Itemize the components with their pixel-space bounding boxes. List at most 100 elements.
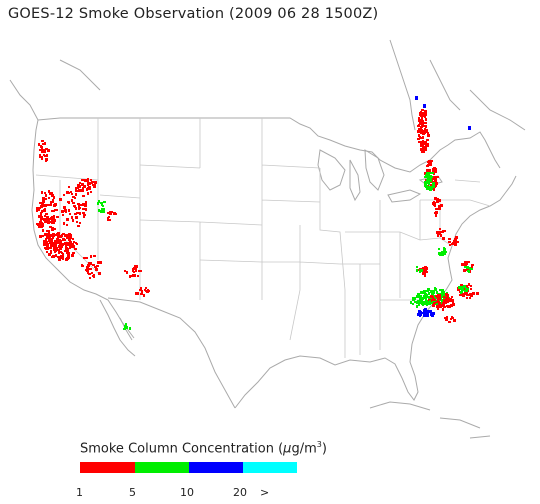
smoke-pixel xyxy=(85,257,88,259)
smoke-pixel xyxy=(140,293,143,295)
smoke-pixel xyxy=(44,205,47,207)
smoke-pixel xyxy=(50,204,52,206)
smoke-pixel xyxy=(88,186,91,188)
smoke-pixel xyxy=(135,265,138,268)
smoke-pixel xyxy=(83,185,86,188)
smoke-pixel xyxy=(446,305,449,307)
smoke-pixel xyxy=(55,245,57,248)
smoke-pixel xyxy=(418,125,420,127)
smoke-pixel xyxy=(420,301,422,303)
smoke-pixel xyxy=(52,199,54,202)
smoke-pixel xyxy=(421,144,424,147)
smoke-pixel xyxy=(417,269,420,271)
smoke-pixel xyxy=(455,236,458,239)
smoke-pixel xyxy=(56,233,58,236)
smoke-pixel xyxy=(40,212,42,215)
smoke-pixel xyxy=(94,181,97,184)
smoke-pixel xyxy=(62,233,65,235)
smoke-pixel xyxy=(90,255,92,258)
smoke-pixel xyxy=(36,207,39,210)
smoke-pixel xyxy=(424,274,426,277)
smoke-pixel xyxy=(108,219,111,221)
smoke-pixel xyxy=(466,297,468,299)
smoke-pixel xyxy=(424,293,427,295)
smoke-pixel xyxy=(418,119,420,122)
smoke-pixel xyxy=(46,242,48,245)
smoke-pixel xyxy=(53,247,55,249)
smoke-pixel xyxy=(43,218,46,221)
smoke-pixel xyxy=(82,195,85,197)
smoke-pixel xyxy=(421,122,424,125)
smoke-pixel xyxy=(51,227,54,229)
smoke-pixel xyxy=(424,314,426,316)
smoke-pixel xyxy=(450,304,453,307)
smoke-pixel xyxy=(81,189,84,192)
smoke-pixel xyxy=(418,303,420,306)
smoke-pixel xyxy=(71,199,73,202)
smoke-pixel xyxy=(419,295,422,298)
smoke-pixel xyxy=(46,251,48,253)
legend-tick: > xyxy=(260,486,270,499)
smoke-pixel xyxy=(422,150,424,152)
smoke-pixel xyxy=(445,319,447,321)
smoke-pixel xyxy=(135,270,137,272)
smoke-pixel xyxy=(438,205,440,208)
smoke-pixel xyxy=(426,310,429,313)
smoke-pixel xyxy=(73,205,75,207)
smoke-pixel xyxy=(435,181,437,184)
smoke-pixel xyxy=(42,229,44,232)
smoke-pixel xyxy=(147,290,150,292)
smoke-pixel xyxy=(41,149,44,152)
smoke-pixel xyxy=(420,111,422,114)
smoke-pixel xyxy=(40,146,43,148)
smoke-pixel xyxy=(56,247,58,250)
smoke-pixel xyxy=(93,186,96,188)
smoke-pixel xyxy=(133,267,136,270)
smoke-pixel xyxy=(89,262,92,265)
smoke-pixel xyxy=(437,307,439,310)
smoke-pixel xyxy=(454,243,457,246)
smoke-pixel xyxy=(44,142,46,145)
smoke-pixel xyxy=(451,243,454,245)
smoke-pixel xyxy=(56,240,59,242)
smoke-pixel xyxy=(49,221,51,223)
smoke-pixel xyxy=(452,303,455,306)
smoke-pixel xyxy=(63,239,66,241)
smoke-pixel xyxy=(100,202,102,204)
smoke-pixel xyxy=(89,268,92,270)
smoke-pixel xyxy=(39,202,41,204)
smoke-pixel xyxy=(65,249,68,252)
smoke-pixel xyxy=(436,302,439,305)
smoke-pixel xyxy=(84,179,87,182)
smoke-pixel xyxy=(72,202,75,204)
smoke-pixel xyxy=(429,300,431,303)
smoke-pixel xyxy=(72,219,74,222)
smoke-pixel xyxy=(466,289,468,292)
smoke-pixel xyxy=(432,185,435,188)
smoke-pixel xyxy=(426,313,429,316)
smoke-pixel xyxy=(139,270,142,272)
smoke-pixel xyxy=(468,283,470,286)
smoke-pixel xyxy=(65,244,67,247)
smoke-pixel xyxy=(82,212,85,214)
smoke-pixel xyxy=(417,138,420,140)
smoke-pixel xyxy=(432,292,435,294)
smoke-pixel xyxy=(63,222,65,225)
smoke-pixel xyxy=(52,242,55,245)
smoke-pixel xyxy=(114,213,117,215)
smoke-pixel xyxy=(46,213,48,215)
smoke-pixel xyxy=(58,245,60,248)
smoke-pixel xyxy=(442,302,445,305)
smoke-pixel xyxy=(448,241,451,243)
smoke-pixel xyxy=(426,303,428,306)
smoke-pixel xyxy=(421,118,423,120)
smoke-pixel xyxy=(59,251,62,253)
smoke-pixel xyxy=(67,235,70,238)
smoke-pixel xyxy=(62,243,64,246)
smoke-pixel xyxy=(465,285,468,288)
smoke-pixel xyxy=(141,290,143,293)
state-borders xyxy=(35,118,491,358)
smoke-pixel xyxy=(78,189,81,192)
smoke-pixel xyxy=(46,236,48,238)
smoke-pixel xyxy=(45,148,48,150)
